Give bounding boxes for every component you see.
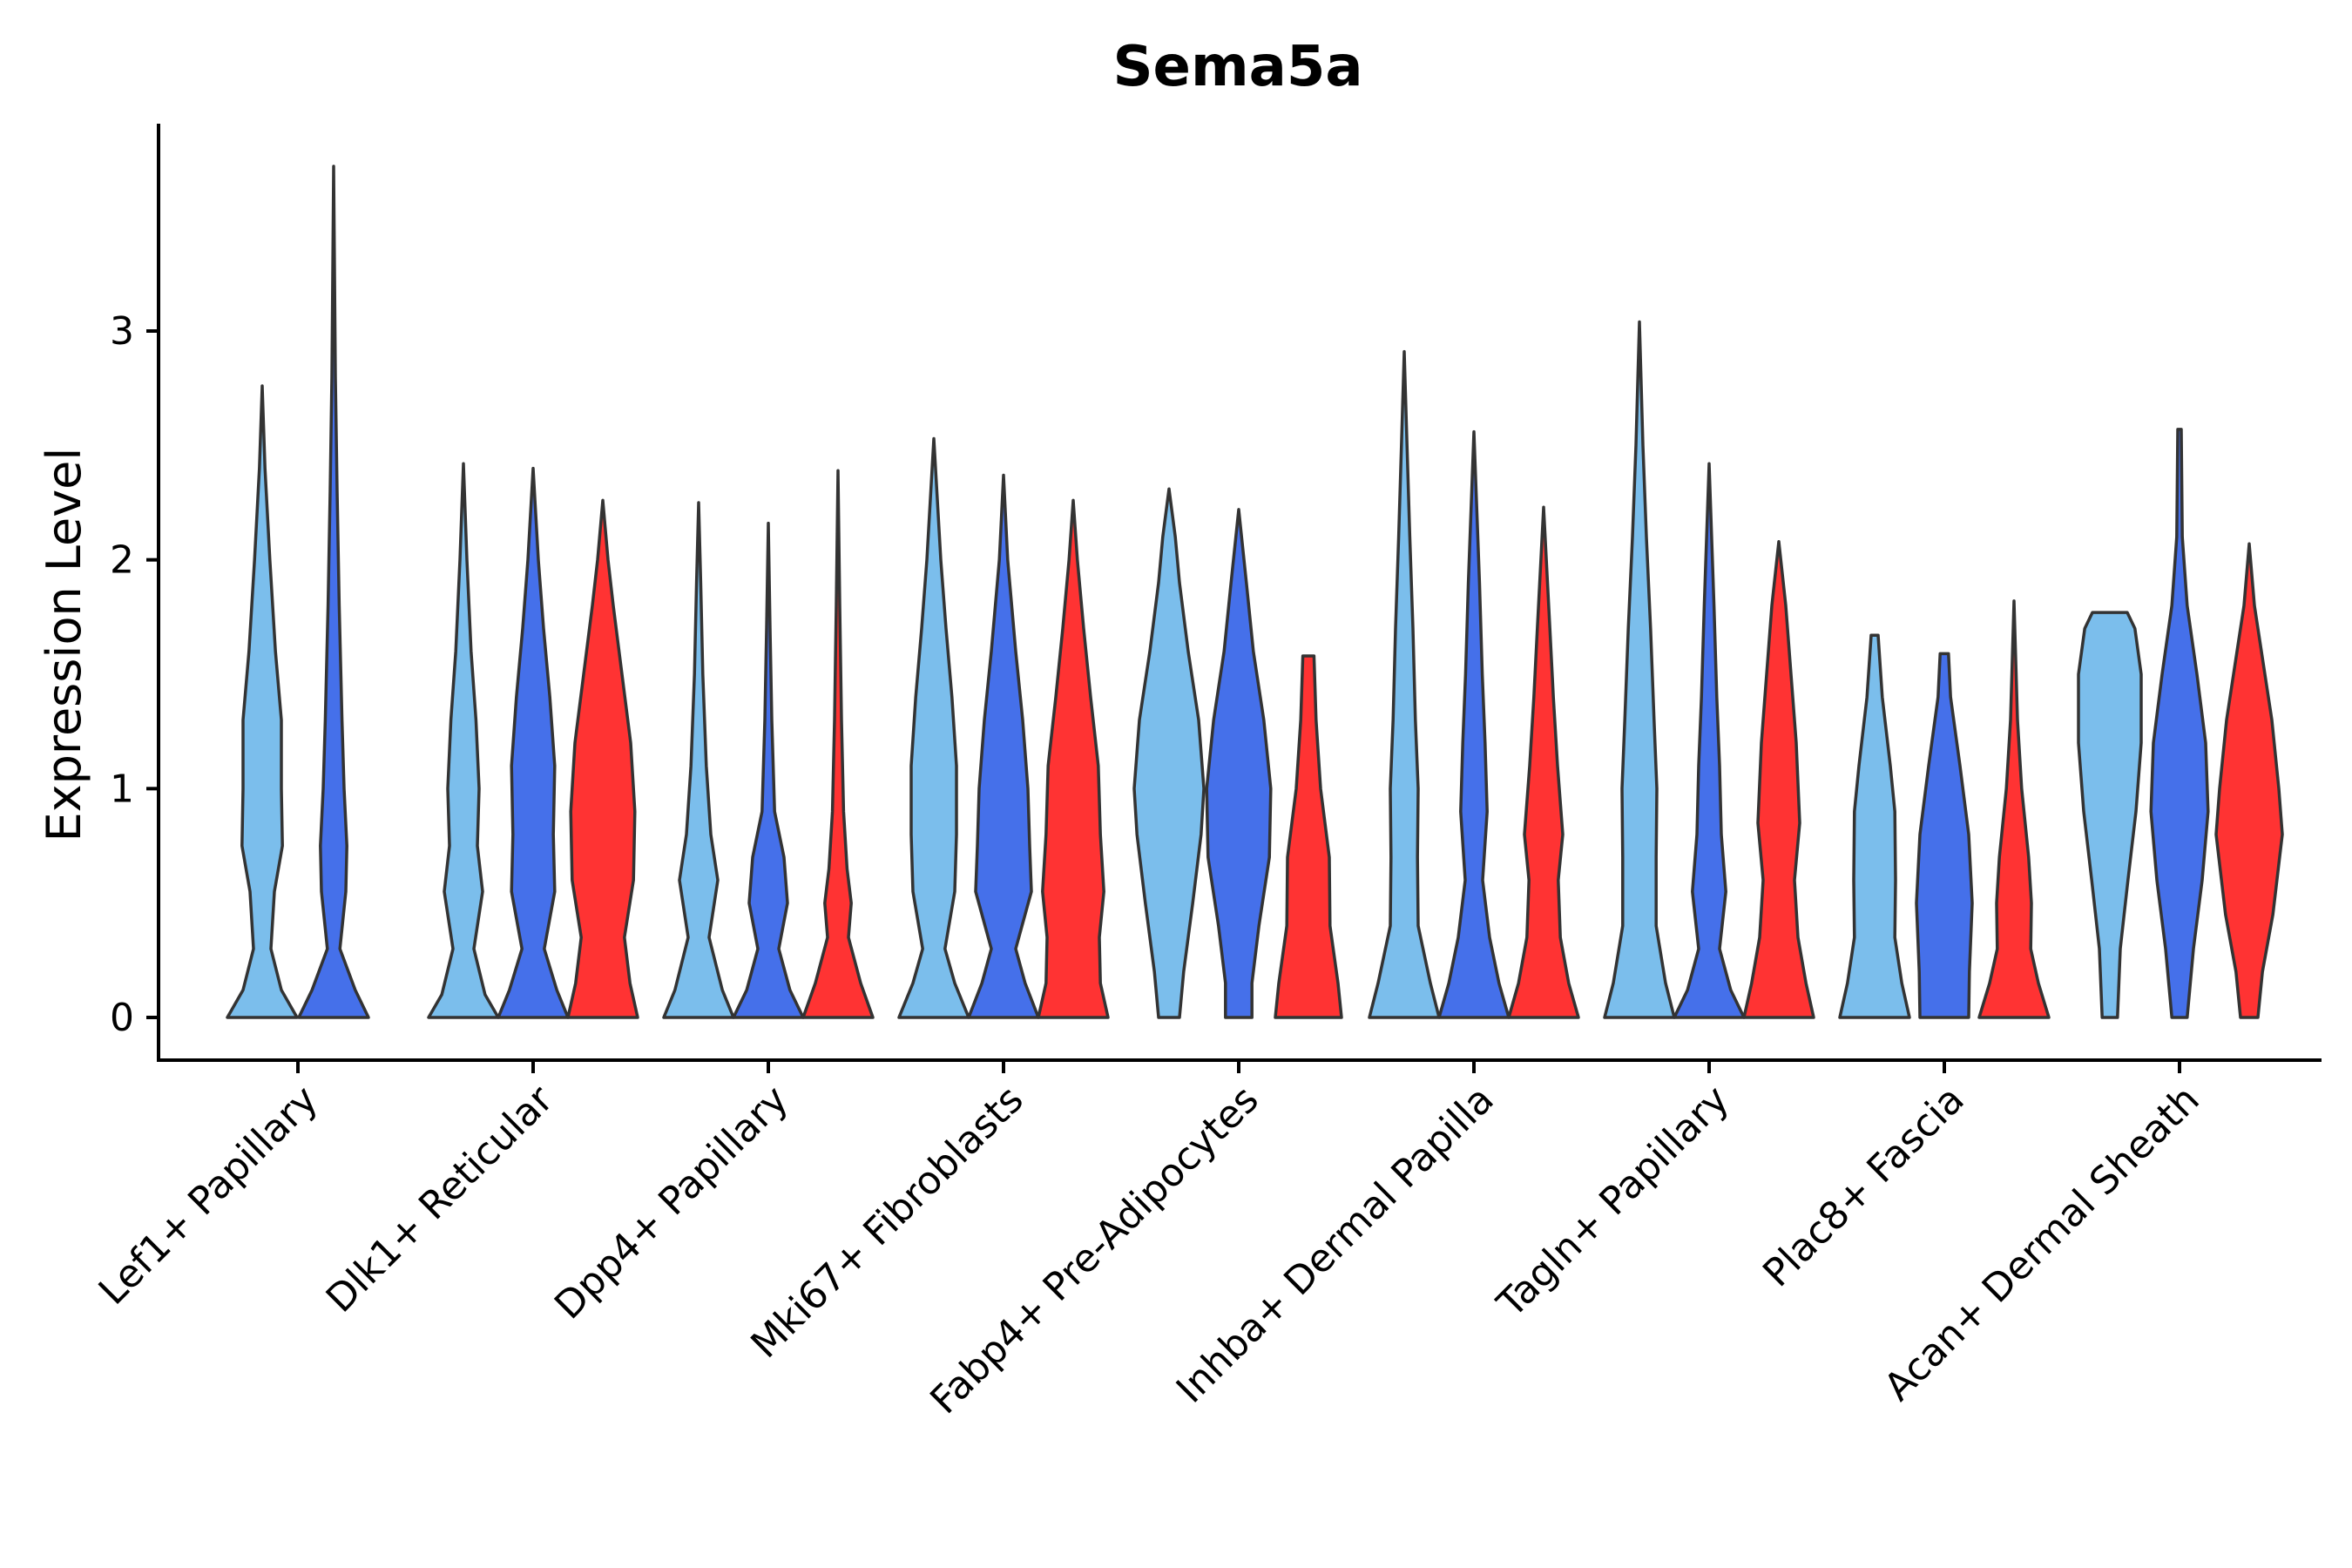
violin-dpp4-papillary-3 — [801, 469, 875, 1019]
violin-acan-dermal-sheath-2 — [2149, 428, 2210, 1019]
violin-plac8-fascia-3 — [1977, 599, 2051, 1019]
violin-tagln-papillary-3 — [1742, 539, 1815, 1019]
x-tick-label: Dpp4+ Papillary — [546, 1078, 797, 1328]
y-tick-label: 3 — [110, 309, 134, 354]
violin-dlk1-reticular-3 — [566, 498, 639, 1019]
violin-layer — [226, 165, 2284, 1019]
violin-fabp4-pre-adipocytes-1 — [1132, 487, 1206, 1019]
x-tick-label: Plac8+ Fascia — [1754, 1078, 1973, 1296]
x-tick-label: Tagln+ Papillary — [1489, 1078, 1738, 1327]
violin-mki67-fibroblasts-2 — [967, 473, 1040, 1019]
violin-inhba-dermal-papilla-1 — [1368, 349, 1441, 1019]
chart-title: Sema5a — [1112, 35, 1362, 99]
violin-acan-dermal-sheath-1 — [2077, 611, 2143, 1019]
violin-mki67-fibroblasts-3 — [1037, 498, 1110, 1019]
violin-dlk1-reticular-1 — [427, 462, 500, 1019]
violin-tagln-papillary-1 — [1603, 320, 1676, 1019]
violin-tagln-papillary-2 — [1673, 462, 1746, 1019]
y-tick-label: 1 — [110, 767, 134, 811]
violin-dpp4-papillary-2 — [732, 521, 805, 1019]
violin-inhba-dermal-papilla-2 — [1437, 429, 1511, 1019]
x-tick-label: Dlk1+ Reticular — [318, 1077, 563, 1321]
violin-acan-dermal-sheath-3 — [2214, 542, 2284, 1019]
violin-plac8-fascia-1 — [1838, 633, 1911, 1019]
violin-inhba-dermal-papilla-3 — [1507, 505, 1580, 1019]
violin-mki67-fibroblasts-1 — [897, 436, 970, 1019]
violin-dlk1-reticular-2 — [497, 466, 570, 1019]
violin-dpp4-papillary-1 — [662, 501, 735, 1019]
y-tick-label: 0 — [110, 996, 134, 1040]
violin-fabp4-pre-adipocytes-2 — [1205, 508, 1273, 1019]
violin-lef1-papillary-1 — [226, 384, 299, 1019]
y-tick-label: 2 — [110, 538, 134, 583]
y-axis-label: Expression Level — [37, 448, 91, 842]
violin-lef1-papillary-2 — [297, 165, 370, 1019]
y-axis-ticks: 0 1 2 3 — [110, 309, 159, 1040]
x-tick-label: Lef1+ Papillary — [91, 1078, 327, 1314]
violin-plac8-fascia-2 — [1915, 652, 1974, 1019]
violin-fabp4-pre-adipocytes-3 — [1274, 654, 1343, 1019]
